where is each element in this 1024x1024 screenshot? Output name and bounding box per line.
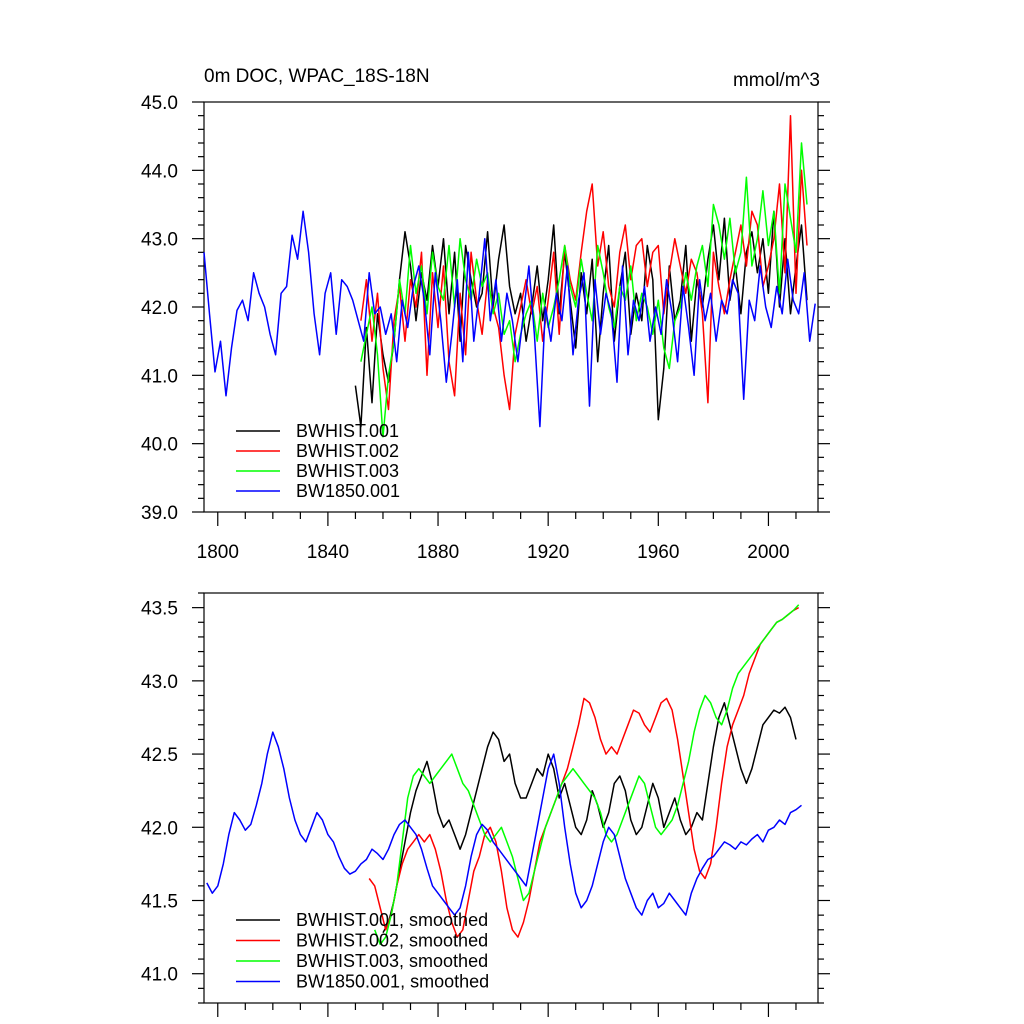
x-tick-label: 1880 [417, 542, 459, 563]
bottom-series-lines [206, 604, 802, 946]
x-tick-label: 1800 [197, 542, 239, 563]
series-line-2 [360, 114, 808, 411]
series-line-3 [373, 604, 800, 946]
y-tick-label: 43.0 [141, 230, 178, 251]
y-tick-label: 41.0 [141, 965, 178, 986]
y-tick-label: 42.0 [141, 298, 178, 319]
bottom-tick-labels: 41.0 41.5 42.0 42.5 43.0 43.5 [141, 599, 178, 986]
top-chart-title: 0m DOC, WPAC_18S-18N [204, 66, 430, 87]
y-tick-label: 41.5 [141, 892, 178, 913]
y-tick-label: 42.5 [141, 745, 178, 766]
legend-label-1: BWHIST.001 [296, 421, 399, 441]
y-tick-label: 40.0 [141, 435, 178, 456]
legend-label-2: BWHIST.002 [296, 441, 399, 461]
top-series-lines [203, 114, 816, 438]
series-line-1 [382, 702, 797, 934]
y-tick-label: 44.0 [141, 161, 178, 182]
legend-label-2: BWHIST.002, smoothed [296, 931, 488, 951]
series-line-4 [206, 731, 802, 916]
legend-label-3: BWHIST.003, smoothed [296, 951, 488, 971]
legend-label-4: BW1850.001 [296, 481, 400, 501]
series-line-2 [368, 606, 800, 938]
y-tick-label: 39.0 [141, 503, 178, 524]
y-tick-label: 43.0 [141, 672, 178, 693]
top-chart-units: mmol/m^3 [733, 70, 820, 91]
x-tick-label: 1920 [527, 542, 569, 563]
bottom-chart-panel: 41.0 41.5 42.0 42.5 43.0 43.5 BWHIST.001, smo… [141, 592, 830, 1017]
y-tick-label: 43.5 [141, 599, 178, 620]
legend-label-4: BW1850.001, smoothed [296, 972, 489, 992]
top-chart-panel: 0m DOC, WPAC_18S-18N mmol/m^3 1800 1840 18… [141, 66, 830, 563]
top-axis-ticks [192, 101, 830, 526]
y-tick-label: 45.0 [141, 93, 178, 114]
bottom-axis-ticks [192, 592, 830, 1017]
y-tick-label: 42.0 [141, 818, 178, 839]
legend-label-1: BWHIST.001, smoothed [296, 910, 488, 930]
legend-label-3: BWHIST.003 [296, 461, 399, 481]
series-line-4 [203, 210, 816, 428]
top-tick-labels: 1800 1840 1880 1920 1960 2000 39.0 40.0 41.0 42.0… [141, 93, 790, 563]
x-tick-label: 1840 [307, 542, 349, 563]
y-tick-label: 41.0 [141, 366, 178, 387]
x-tick-label: 2000 [747, 542, 789, 563]
x-tick-label: 1960 [637, 542, 679, 563]
